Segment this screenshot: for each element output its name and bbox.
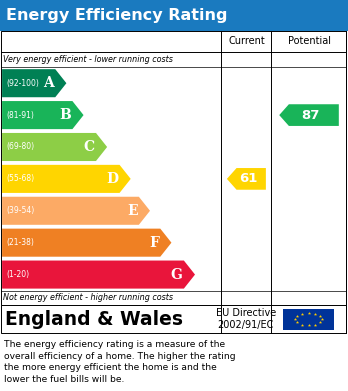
Polygon shape (2, 197, 150, 225)
Bar (1, 31, 346, 305)
Polygon shape (279, 104, 339, 126)
Polygon shape (2, 101, 84, 129)
Bar (1, 305, 346, 333)
Text: Potential: Potential (287, 36, 331, 47)
Text: C: C (84, 140, 95, 154)
Polygon shape (2, 260, 195, 289)
Bar (0, 0, 348, 31)
Text: (21-38): (21-38) (6, 238, 34, 247)
Text: EU Directive
2002/91/EC: EU Directive 2002/91/EC (216, 308, 276, 330)
Text: B: B (59, 108, 71, 122)
Text: The energy efficiency rating is a measure of the
overall efficiency of a home. T: The energy efficiency rating is a measur… (4, 340, 236, 384)
Text: (92-100): (92-100) (6, 79, 39, 88)
Polygon shape (2, 69, 66, 97)
Polygon shape (2, 133, 107, 161)
Polygon shape (2, 165, 131, 193)
Text: England & Wales: England & Wales (5, 310, 183, 329)
Text: (81-91): (81-91) (6, 111, 34, 120)
Text: G: G (171, 267, 182, 282)
Text: E: E (127, 204, 137, 218)
Text: A: A (43, 76, 54, 90)
Text: (1-20): (1-20) (6, 270, 29, 279)
Polygon shape (2, 229, 172, 257)
Text: Not energy efficient - higher running costs: Not energy efficient - higher running co… (3, 293, 174, 303)
Text: D: D (106, 172, 118, 186)
Text: (39-54): (39-54) (6, 206, 34, 215)
Text: Energy Efficiency Rating: Energy Efficiency Rating (6, 8, 228, 23)
Text: F: F (149, 236, 159, 250)
Text: Current: Current (228, 36, 265, 47)
Text: (55-68): (55-68) (6, 174, 34, 183)
Text: 61: 61 (239, 172, 257, 185)
Text: Very energy efficient - lower running costs: Very energy efficient - lower running co… (3, 55, 173, 64)
Text: (69-80): (69-80) (6, 142, 34, 151)
Text: 87: 87 (301, 109, 320, 122)
Polygon shape (227, 168, 266, 190)
Bar (283, 309, 334, 330)
